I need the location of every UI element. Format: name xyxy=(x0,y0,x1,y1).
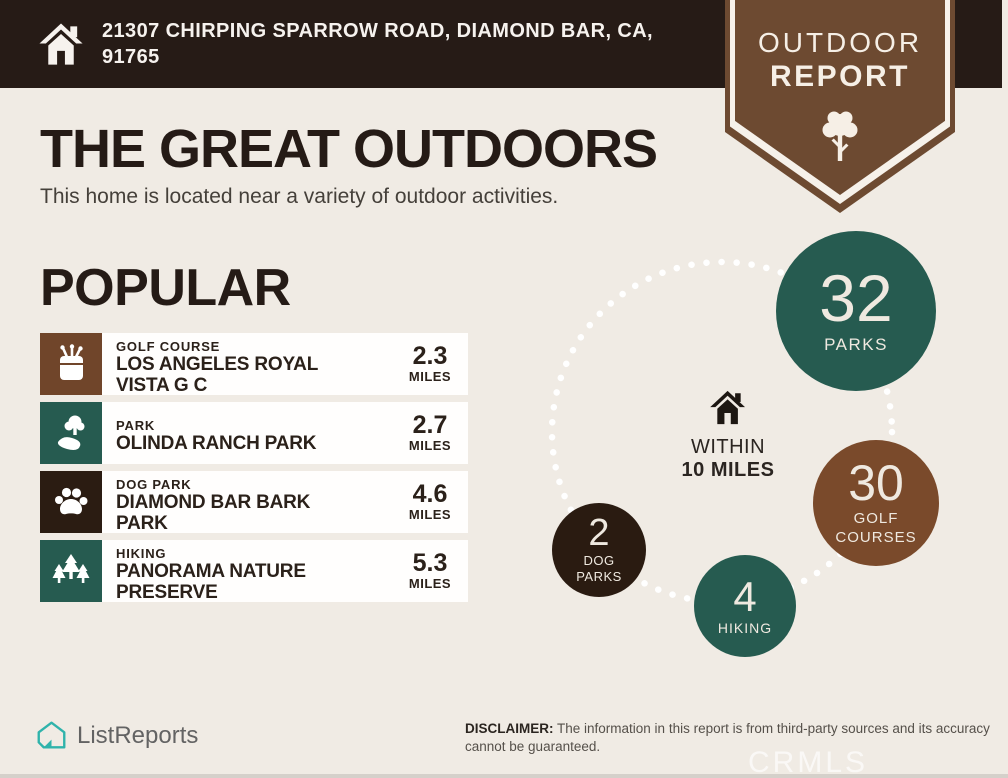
list-item-golf-course: GOLF COURSE LOS ANGELES ROYAL VISTA G C … xyxy=(40,333,468,395)
hiking-tile xyxy=(40,540,102,602)
place-distance-unit: MILES xyxy=(408,507,452,522)
place-name: OLINDA RANCH PARK xyxy=(116,433,317,454)
report-ribbon: OUTDOOR REPORT xyxy=(725,0,955,213)
crmls-watermark: CRMLS xyxy=(748,746,869,778)
list-item-hiking: HIKING PANORAMA NATURE PRESERVE 5.3 MILE… xyxy=(40,540,468,602)
paw-icon xyxy=(55,487,88,515)
disclaimer: DISCLAIMER: The information in this repo… xyxy=(465,720,993,756)
place-name: LOS ANGELES ROYAL VISTA G C xyxy=(116,353,318,396)
golf-bag-icon xyxy=(60,344,83,380)
list-item-dog-park: DOG PARK DIAMOND BAR BARK PARK 4.6 MILES xyxy=(40,471,468,533)
stat-circle-parks: 32 PARKS xyxy=(776,231,936,391)
page-title: THE GREAT OUTDOORS xyxy=(40,119,658,179)
disclaimer-label: DISCLAIMER: xyxy=(465,721,554,736)
place-category: GOLF COURSE xyxy=(116,338,221,354)
park-tile xyxy=(40,402,102,464)
stat-value: 32 xyxy=(819,261,893,335)
stat-label: PARKS xyxy=(824,335,888,354)
listreports-brand: ListReports xyxy=(36,720,198,751)
radius-label-line2: 10 MILES xyxy=(681,459,775,481)
popular-places-list: GOLF COURSE LOS ANGELES ROYAL VISTA G C … xyxy=(40,333,468,602)
place-category: DOG PARK xyxy=(116,476,192,492)
listreports-wordmark: ListReports xyxy=(77,721,199,749)
stat-label: HIKING xyxy=(717,619,773,636)
place-distance-unit: MILES xyxy=(408,369,452,384)
popular-section-title: POPULAR xyxy=(40,259,291,317)
stat-value: 2 xyxy=(588,512,610,554)
stat-circle-dog-parks: 2 DOG PARKS xyxy=(552,503,646,597)
disclaimer-text: The information in this report is from t… xyxy=(465,721,990,754)
place-distance-unit: MILES xyxy=(408,576,452,591)
radius-label-line1: WITHIN xyxy=(690,436,766,458)
stat-value: 4 xyxy=(733,572,757,620)
stat-circle-hiking: 4 HIKING xyxy=(694,555,796,657)
tree-icon xyxy=(822,111,858,161)
place-name: DIAMOND BAR BARK PARK xyxy=(116,491,311,534)
pine-trees-icon xyxy=(52,554,90,583)
place-name: PANORAMA NATURE PRESERVE xyxy=(116,560,306,603)
park-tree-icon xyxy=(57,415,85,450)
listreports-logo xyxy=(37,721,66,749)
property-address: 21307 CHIRPING SPARROW ROAD, DIAMOND BAR… xyxy=(102,20,654,68)
place-distance: 2.7 xyxy=(412,411,448,439)
place-distance: 2.3 xyxy=(412,342,448,370)
home-icon xyxy=(39,23,83,65)
golf-tile xyxy=(40,333,102,395)
place-distance: 5.3 xyxy=(412,549,448,577)
stat-label: GOLF COURSES xyxy=(835,510,917,546)
list-item-park: PARK OLINDA RANCH PARK 2.7 MILES xyxy=(40,402,468,464)
page-subtitle: This home is located near a variety of o… xyxy=(40,185,559,208)
home-icon xyxy=(710,390,746,425)
place-distance-unit: MILES xyxy=(408,438,452,453)
ribbon-title-line2: REPORT xyxy=(769,60,910,93)
stat-value: 30 xyxy=(848,455,904,511)
page-bottom-edge xyxy=(0,774,1008,778)
place-category: HIKING xyxy=(116,545,167,561)
stat-circle-golf-courses: 30 GOLF COURSES xyxy=(813,440,939,566)
ten-mile-radius-ring xyxy=(548,258,896,606)
radius-center: WITHIN 10 MILES xyxy=(662,390,794,482)
place-distance: 4.6 xyxy=(412,480,448,508)
dog-park-tile xyxy=(40,471,102,533)
stat-label: DOG PARKS xyxy=(576,553,622,584)
ribbon-title-line1: OUTDOOR xyxy=(757,27,923,58)
place-category: PARK xyxy=(116,418,156,433)
